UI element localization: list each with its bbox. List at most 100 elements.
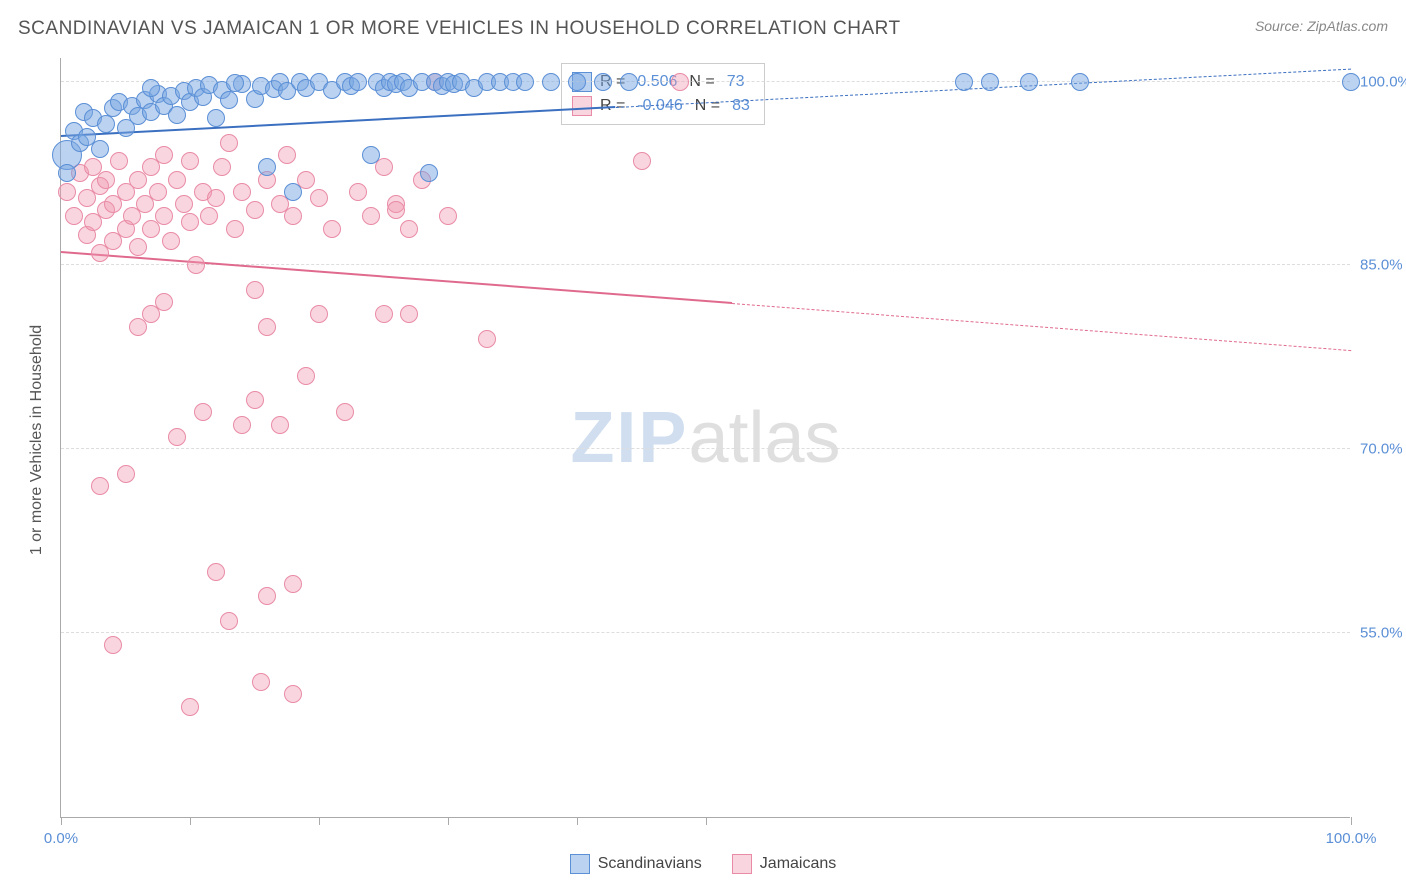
data-point — [258, 587, 276, 605]
data-point — [362, 207, 380, 225]
data-point — [258, 318, 276, 336]
data-point — [181, 213, 199, 231]
data-point — [439, 207, 457, 225]
gridline — [61, 448, 1350, 449]
data-point — [671, 73, 689, 91]
data-point — [226, 74, 244, 92]
data-point — [175, 195, 193, 213]
data-point — [220, 612, 238, 630]
data-point — [284, 575, 302, 593]
data-point — [310, 305, 328, 323]
data-point — [97, 115, 115, 133]
data-point — [400, 220, 418, 238]
data-point — [220, 134, 238, 152]
data-point — [187, 256, 205, 274]
regression-line — [732, 303, 1351, 351]
data-point — [129, 238, 147, 256]
legend-label: Jamaicans — [760, 855, 836, 873]
data-point — [323, 220, 341, 238]
data-point — [110, 152, 128, 170]
legend-stats-box: R =0.506N =73R =-0.046N =83 — [561, 63, 765, 125]
data-point — [155, 207, 173, 225]
data-point — [478, 330, 496, 348]
x-tick — [190, 817, 191, 825]
data-point — [246, 391, 264, 409]
data-point — [594, 73, 612, 91]
data-point — [200, 207, 218, 225]
legend-item: Jamaicans — [732, 854, 836, 874]
data-point — [633, 152, 651, 170]
data-point — [278, 146, 296, 164]
data-point — [981, 73, 999, 91]
data-point — [91, 477, 109, 495]
data-point — [181, 152, 199, 170]
data-point — [568, 73, 586, 91]
data-point — [207, 109, 225, 127]
data-point — [400, 305, 418, 323]
data-point — [362, 146, 380, 164]
data-point — [65, 207, 83, 225]
bottom-legend: Scandinavians Jamaicans — [0, 854, 1406, 874]
data-point — [297, 367, 315, 385]
data-point — [91, 140, 109, 158]
y-tick-label: 85.0% — [1360, 257, 1406, 274]
data-point — [375, 305, 393, 323]
data-point — [1071, 73, 1089, 91]
data-point — [194, 403, 212, 421]
data-point — [620, 73, 638, 91]
data-point — [233, 416, 251, 434]
y-tick-label: 70.0% — [1360, 441, 1406, 458]
x-tick-label: 100.0% — [1326, 830, 1377, 847]
data-point — [246, 281, 264, 299]
data-point — [233, 183, 251, 201]
x-tick — [1351, 817, 1352, 825]
data-point — [271, 416, 289, 434]
x-tick — [61, 817, 62, 825]
data-point — [162, 232, 180, 250]
data-point — [168, 428, 186, 446]
y-tick-label: 55.0% — [1360, 625, 1406, 642]
data-point — [142, 79, 160, 97]
data-point — [213, 158, 231, 176]
data-point — [955, 73, 973, 91]
data-point — [246, 201, 264, 219]
data-point — [220, 91, 238, 109]
data-point — [284, 685, 302, 703]
data-point — [155, 146, 173, 164]
data-point — [252, 673, 270, 691]
y-axis-label: 1 or more Vehicles in Household — [28, 325, 46, 555]
data-point — [310, 189, 328, 207]
data-point — [58, 164, 76, 182]
gridline — [61, 632, 1350, 633]
data-point — [58, 183, 76, 201]
chart-title: SCANDINAVIAN VS JAMAICAN 1 OR MORE VEHIC… — [18, 18, 901, 40]
data-point — [258, 158, 276, 176]
data-point — [420, 164, 438, 182]
legend-swatch — [572, 96, 592, 116]
x-tick-label: 0.0% — [44, 830, 78, 847]
data-point — [117, 465, 135, 483]
data-point — [284, 183, 302, 201]
data-point — [1342, 73, 1360, 91]
data-point — [155, 293, 173, 311]
watermark: ZIPatlas — [570, 397, 840, 479]
legend-label: Scandinavians — [598, 855, 702, 873]
data-point — [336, 403, 354, 421]
data-point — [207, 563, 225, 581]
data-point — [104, 636, 122, 654]
data-point — [542, 73, 560, 91]
legend-swatch — [732, 854, 752, 874]
source-label: Source: ZipAtlas.com — [1255, 18, 1388, 34]
data-point — [349, 73, 367, 91]
x-tick — [706, 817, 707, 825]
data-point — [516, 73, 534, 91]
data-point — [1020, 73, 1038, 91]
data-point — [284, 207, 302, 225]
legend-swatch — [570, 854, 590, 874]
data-point — [207, 189, 225, 207]
x-tick — [577, 817, 578, 825]
data-point — [349, 183, 367, 201]
data-point — [226, 220, 244, 238]
data-point — [168, 171, 186, 189]
y-tick-label: 100.0% — [1360, 73, 1406, 90]
